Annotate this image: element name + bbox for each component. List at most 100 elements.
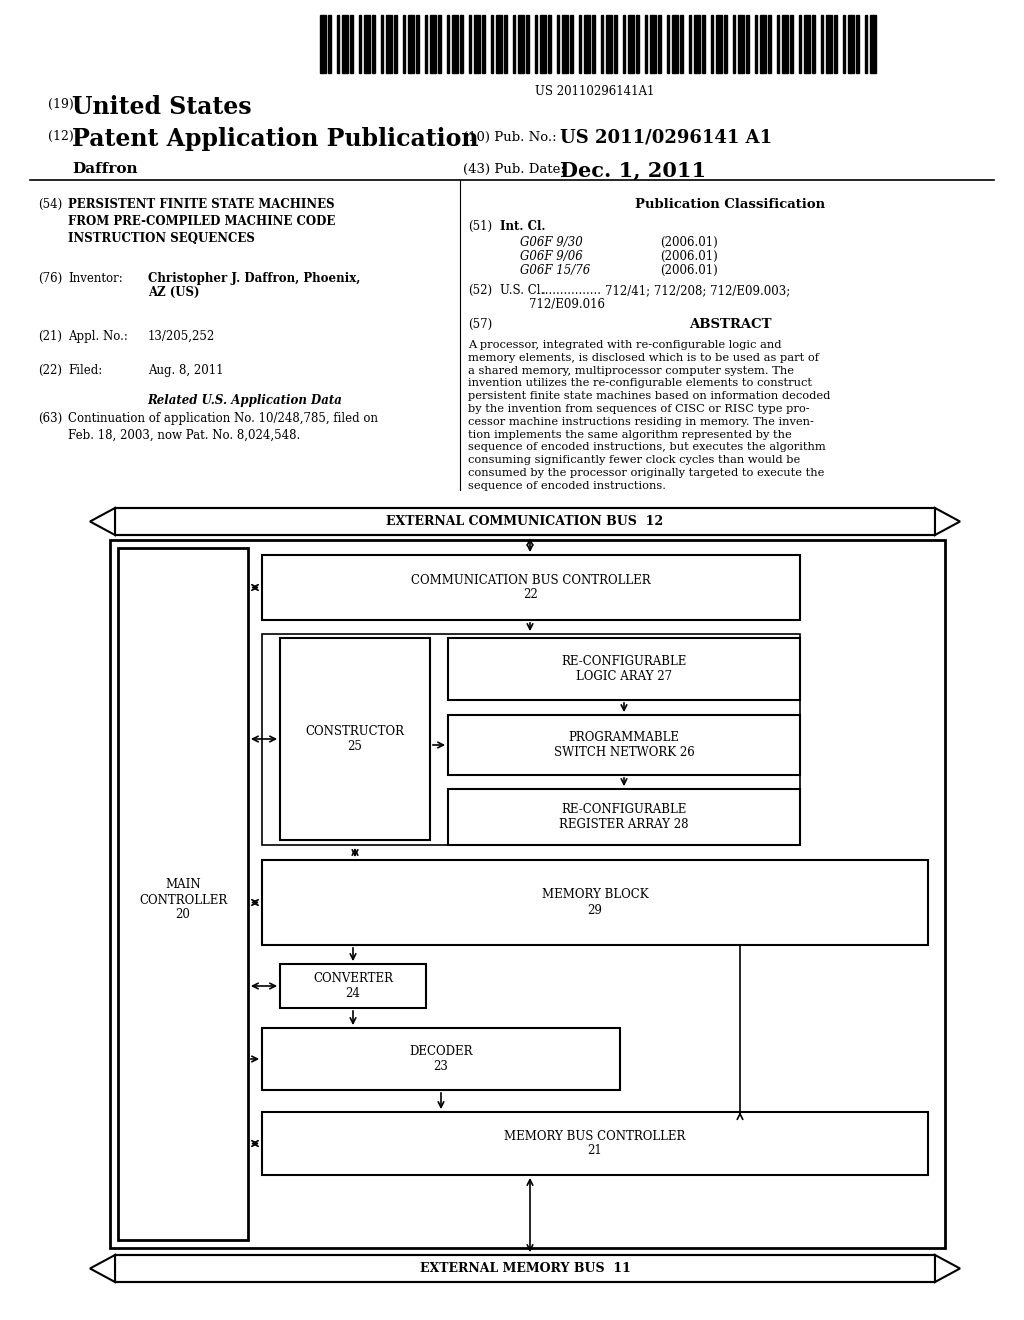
Text: (43) Pub. Date:: (43) Pub. Date: — [463, 162, 565, 176]
Bar — [504, 15, 507, 73]
Bar — [826, 15, 831, 73]
Text: (2006.01): (2006.01) — [660, 264, 718, 277]
Bar — [115, 1255, 935, 1282]
Bar — [446, 15, 450, 73]
Bar — [512, 15, 515, 73]
Bar — [606, 15, 611, 73]
Text: G06F 9/06: G06F 9/06 — [520, 249, 583, 263]
Bar — [402, 15, 406, 73]
Bar — [425, 15, 427, 73]
Bar — [358, 15, 361, 73]
Bar — [280, 638, 430, 840]
Bar — [115, 508, 935, 535]
Bar — [490, 15, 494, 73]
Bar — [614, 15, 617, 73]
Bar — [381, 15, 383, 73]
Bar — [386, 15, 391, 73]
Bar — [702, 15, 705, 73]
Bar — [755, 15, 758, 73]
Bar — [562, 15, 567, 73]
Text: (54): (54) — [38, 198, 62, 211]
Bar — [364, 15, 370, 73]
Text: (63): (63) — [38, 412, 62, 425]
Text: Daffron: Daffron — [72, 162, 137, 176]
Bar — [449, 715, 800, 775]
Text: (12): (12) — [48, 129, 74, 143]
Bar — [592, 15, 595, 73]
Text: (21): (21) — [38, 330, 62, 343]
Bar — [672, 15, 678, 73]
Bar — [856, 15, 859, 73]
Bar — [680, 15, 683, 73]
Polygon shape — [90, 1255, 115, 1282]
Bar — [319, 15, 326, 73]
Text: AZ (US): AZ (US) — [148, 286, 200, 300]
Text: Aug. 8, 2011: Aug. 8, 2011 — [148, 364, 223, 378]
Bar — [452, 15, 458, 73]
Bar — [408, 15, 414, 73]
Bar — [526, 15, 529, 73]
Bar — [650, 15, 655, 73]
Bar — [688, 15, 691, 73]
Text: (2006.01): (2006.01) — [660, 249, 718, 263]
Text: 13/205,252: 13/205,252 — [148, 330, 215, 343]
Text: MEMORY BLOCK
29: MEMORY BLOCK 29 — [542, 888, 648, 916]
Bar — [658, 15, 662, 73]
Bar — [667, 15, 670, 73]
Text: Continuation of application No. 10/248,785, filed on
Feb. 18, 2003, now Pat. No.: Continuation of application No. 10/248,7… — [68, 412, 378, 442]
Text: (51): (51) — [468, 220, 493, 234]
Bar — [548, 15, 551, 73]
Text: MEMORY BUS CONTROLLER
21: MEMORY BUS CONTROLLER 21 — [504, 1130, 686, 1158]
Bar — [262, 634, 800, 845]
Bar — [337, 15, 339, 73]
Bar — [449, 638, 800, 700]
Bar — [746, 15, 749, 73]
Text: ................: ................ — [542, 284, 602, 297]
Bar — [469, 15, 471, 73]
Bar — [579, 15, 582, 73]
Text: 712/E09.016: 712/E09.016 — [529, 298, 605, 312]
Bar — [776, 15, 779, 73]
Text: G06F 9/30: G06F 9/30 — [520, 236, 583, 249]
Text: ABSTRACT: ABSTRACT — [689, 318, 771, 331]
Bar — [496, 15, 502, 73]
Bar — [118, 548, 248, 1239]
Text: 712/41; 712/208; 712/E09.003;: 712/41; 712/208; 712/E09.003; — [605, 284, 791, 297]
Bar — [716, 15, 722, 73]
Text: Patent Application Publication: Patent Application Publication — [72, 127, 478, 150]
Bar — [474, 15, 479, 73]
Text: Dec. 1, 2011: Dec. 1, 2011 — [560, 160, 707, 180]
Bar — [584, 15, 590, 73]
Text: (57): (57) — [468, 318, 493, 331]
Text: EXTERNAL COMMUNICATION BUS  12: EXTERNAL COMMUNICATION BUS 12 — [386, 515, 664, 528]
Text: (76): (76) — [38, 272, 62, 285]
Bar — [416, 15, 419, 73]
Bar — [570, 15, 573, 73]
Bar — [556, 15, 559, 73]
Bar — [430, 15, 435, 73]
Bar — [848, 15, 853, 73]
Bar — [636, 15, 639, 73]
Text: A processor, integrated with re-configurable logic and
memory elements, is discl: A processor, integrated with re-configur… — [468, 341, 830, 491]
Bar — [812, 15, 815, 73]
Text: Christopher J. Daffron, Phoenix,: Christopher J. Daffron, Phoenix, — [148, 272, 360, 285]
Bar — [864, 15, 867, 73]
Text: (2006.01): (2006.01) — [660, 236, 718, 249]
Text: PERSISTENT FINITE STATE MACHINES
FROM PRE-COMPILED MACHINE CODE
INSTRUCTION SEQU: PERSISTENT FINITE STATE MACHINES FROM PR… — [68, 198, 336, 246]
Text: Publication Classification: Publication Classification — [635, 198, 825, 211]
Bar — [732, 15, 735, 73]
Bar — [644, 15, 647, 73]
Text: DECODER
23: DECODER 23 — [410, 1045, 473, 1073]
Text: US 2011/0296141 A1: US 2011/0296141 A1 — [560, 128, 772, 147]
Bar — [724, 15, 727, 73]
Bar — [628, 15, 634, 73]
Polygon shape — [90, 508, 115, 535]
Bar — [799, 15, 801, 73]
Bar — [482, 15, 485, 73]
Bar — [262, 861, 928, 945]
Text: CONVERTER
24: CONVERTER 24 — [313, 972, 393, 1001]
Text: MAIN
CONTROLLER
20: MAIN CONTROLLER 20 — [139, 879, 227, 921]
Bar — [342, 15, 347, 73]
Bar — [711, 15, 714, 73]
Text: United States: United States — [72, 95, 252, 119]
